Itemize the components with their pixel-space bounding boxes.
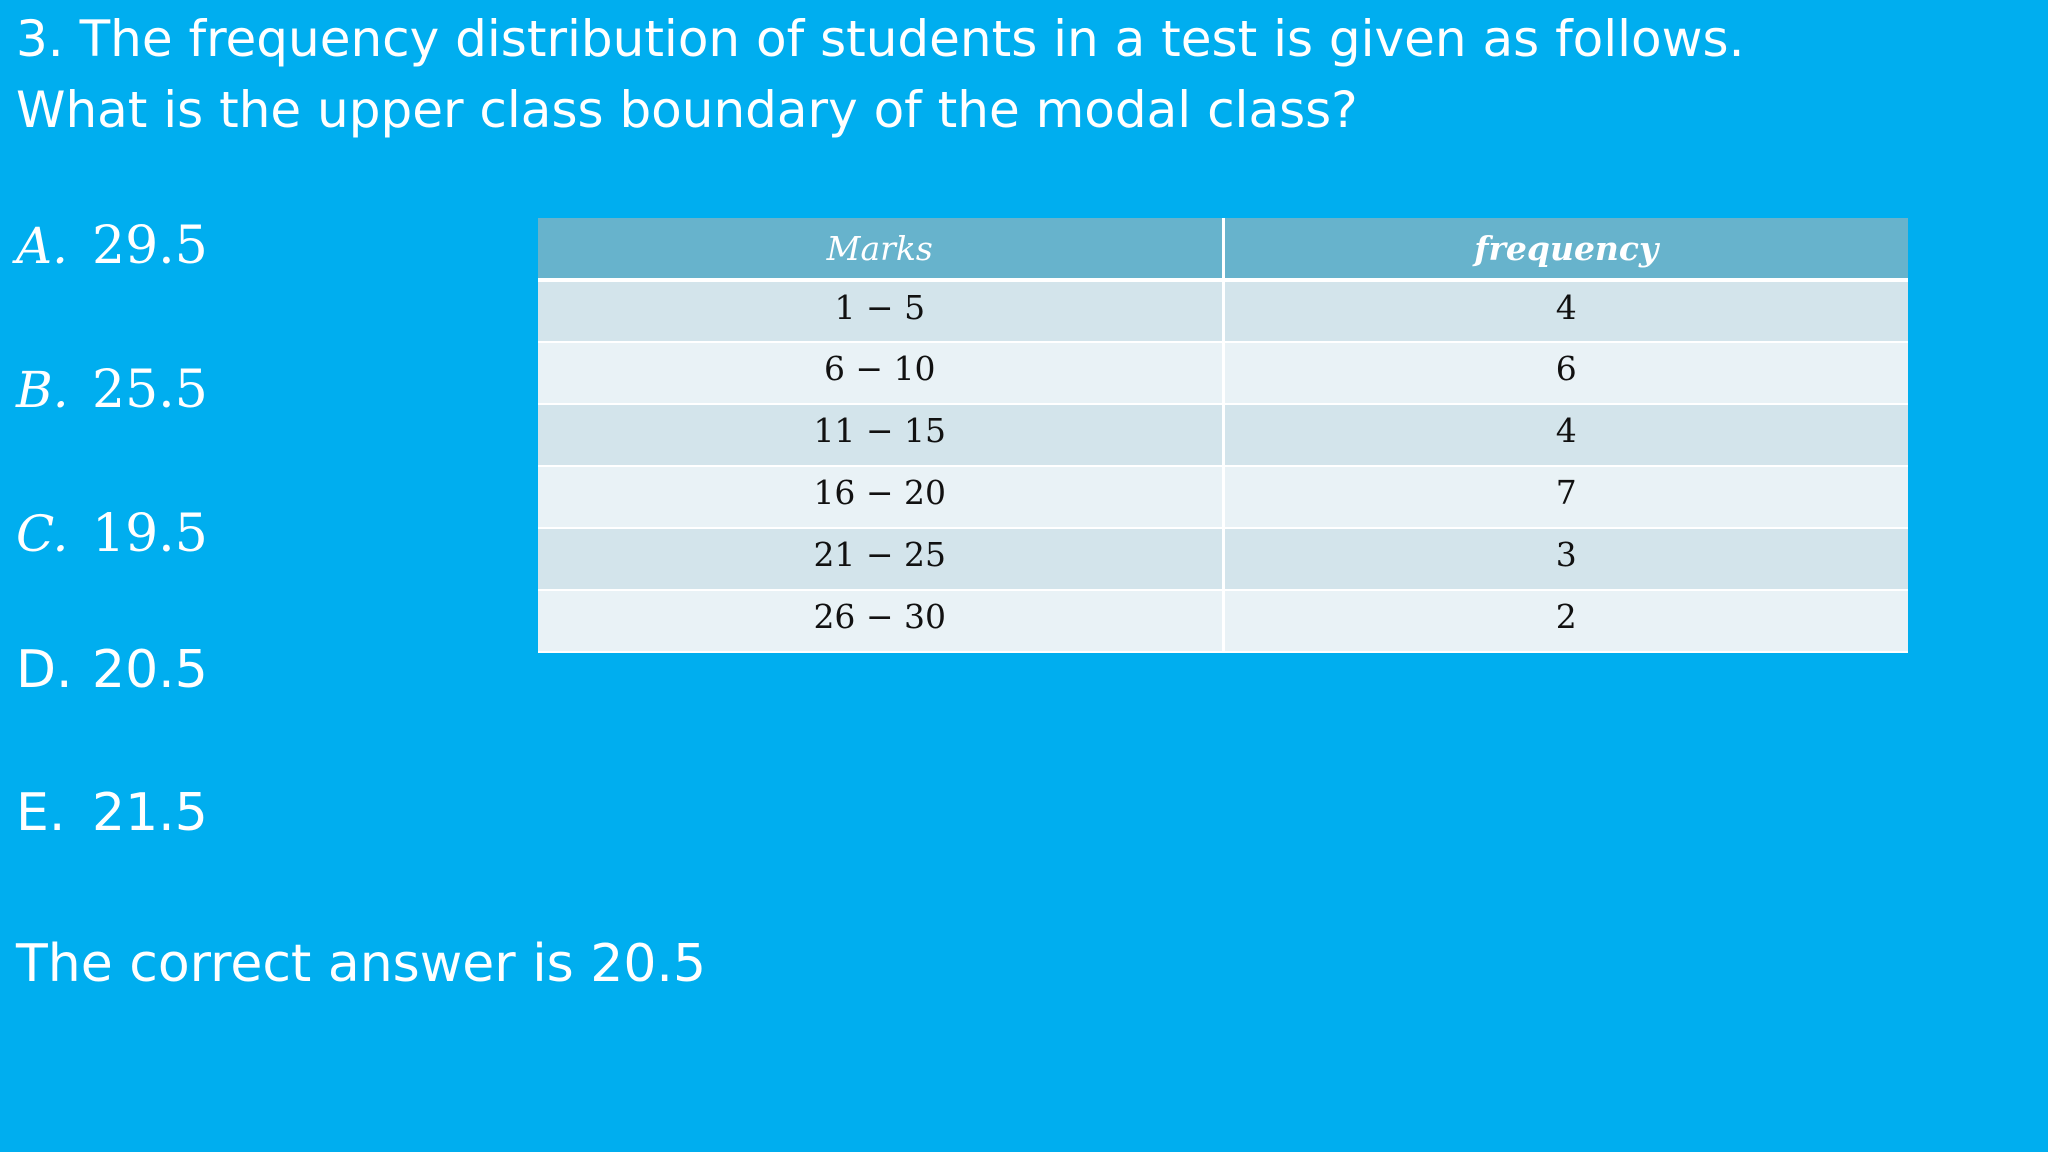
column-header-marks: Marks [538, 218, 1225, 282]
option-a: A. 29.5 [16, 206, 208, 286]
marks-cell: 21 − 25 [538, 528, 1225, 591]
marks-cell: 11 − 15 [538, 404, 1225, 467]
option-a-letter: A. [16, 217, 69, 275]
frequency-cell: 6 [1223, 342, 1908, 405]
option-c: C. 19.5 [16, 494, 208, 574]
question-text: 3. The frequency distribution of student… [16, 4, 1744, 146]
option-d-letter: D. [16, 640, 73, 700]
option-d-value: 20.5 [92, 640, 208, 700]
option-d: D. 20.5 [16, 630, 208, 710]
frequency-table: Marks frequency 1 − 5 4 6 − 10 6 11 − 15… [538, 218, 1908, 653]
question-line-1: 3. The frequency distribution of student… [16, 10, 1745, 68]
option-a-value: 29.5 [92, 216, 208, 276]
correct-answer-text: The correct answer is 20.5 [16, 934, 707, 994]
table-row: 1 − 5 4 [538, 280, 1908, 343]
option-e: E. 21.5 [16, 773, 208, 853]
table-row: 26 − 30 2 [538, 590, 1908, 653]
marks-cell: 26 − 30 [538, 590, 1225, 653]
table-row: 6 − 10 6 [538, 342, 1908, 405]
table-row: 21 − 25 3 [538, 528, 1908, 591]
question-line-2: What is the upper class boundary of the … [16, 81, 1358, 139]
frequency-cell: 7 [1223, 466, 1908, 529]
option-b-value: 25.5 [92, 360, 208, 420]
marks-cell: 6 − 10 [538, 342, 1225, 405]
table-row: 11 − 15 4 [538, 404, 1908, 467]
option-b: B. 25.5 [16, 350, 208, 430]
marks-cell: 16 − 20 [538, 466, 1225, 529]
frequency-cell: 3 [1223, 528, 1908, 591]
marks-cell: 1 − 5 [538, 280, 1225, 343]
frequency-cell: 2 [1223, 590, 1908, 653]
option-c-letter: C. [16, 505, 69, 563]
frequency-cell: 4 [1223, 404, 1908, 467]
table-row: 16 − 20 7 [538, 466, 1908, 529]
column-header-frequency: frequency [1223, 218, 1908, 282]
table-header-row: Marks frequency [538, 218, 1908, 282]
option-c-value: 19.5 [92, 504, 208, 564]
option-e-value: 21.5 [92, 783, 208, 843]
option-b-letter: B. [16, 361, 69, 419]
frequency-cell: 4 [1223, 280, 1908, 343]
option-e-letter: E. [16, 783, 66, 843]
